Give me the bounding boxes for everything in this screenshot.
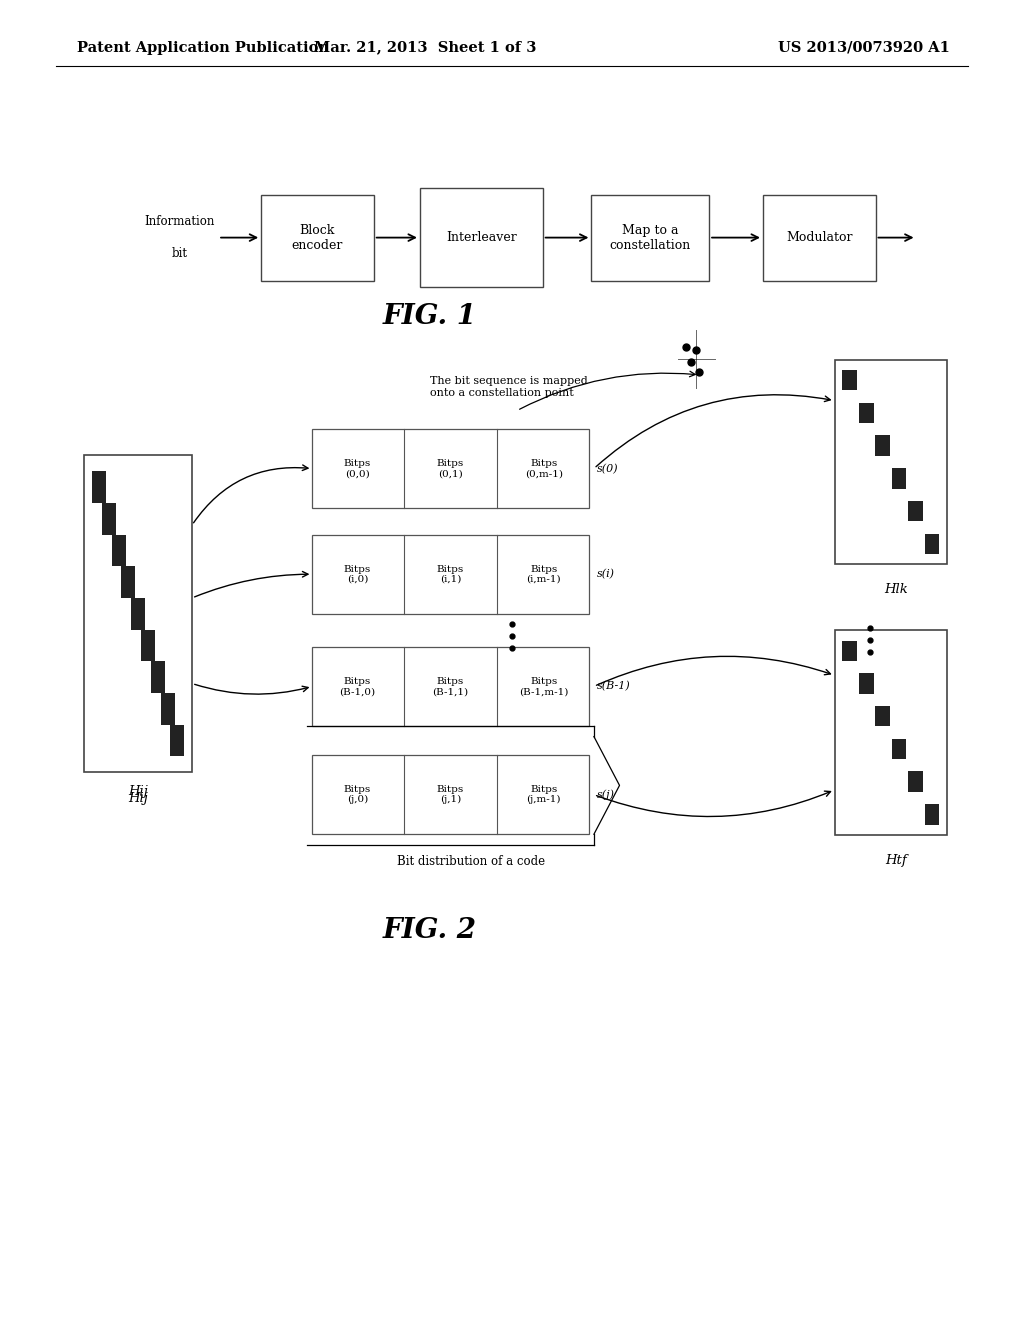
- Text: US 2013/0073920 A1: US 2013/0073920 A1: [778, 41, 950, 54]
- FancyBboxPatch shape: [420, 189, 543, 288]
- FancyBboxPatch shape: [908, 500, 923, 521]
- Text: s(B-1): s(B-1): [597, 681, 631, 692]
- Text: Bitps
(j,1): Bitps (j,1): [437, 785, 464, 804]
- Text: Bitps
(B-1,1): Bitps (B-1,1): [432, 677, 469, 696]
- Text: Hij: Hij: [128, 792, 148, 805]
- FancyBboxPatch shape: [876, 706, 890, 726]
- Text: Bitps
(B-1,0): Bitps (B-1,0): [339, 677, 376, 696]
- Text: Hij: Hij: [128, 785, 148, 799]
- Text: Information: Information: [144, 215, 214, 228]
- FancyBboxPatch shape: [312, 647, 589, 726]
- FancyBboxPatch shape: [908, 771, 923, 792]
- Text: Block
encoder: Block encoder: [292, 223, 343, 252]
- Text: Patent Application Publication: Patent Application Publication: [77, 41, 329, 54]
- Text: FIG. 2: FIG. 2: [383, 917, 477, 944]
- FancyBboxPatch shape: [312, 755, 589, 834]
- Text: Bitps
(0,1): Bitps (0,1): [437, 459, 464, 478]
- Text: Map to a
constellation: Map to a constellation: [609, 223, 691, 252]
- Text: s(j): s(j): [597, 789, 615, 800]
- Text: Bitps
(B-1,m-1): Bitps (B-1,m-1): [519, 677, 568, 696]
- Text: Bitps
(0,m-1): Bitps (0,m-1): [524, 459, 563, 478]
- FancyBboxPatch shape: [85, 455, 193, 772]
- FancyBboxPatch shape: [876, 436, 890, 455]
- Text: The bit sequence is mapped
onto a constellation point: The bit sequence is mapped onto a conste…: [430, 376, 588, 397]
- Text: Bitps
(i,0): Bitps (i,0): [344, 565, 371, 583]
- FancyBboxPatch shape: [151, 661, 165, 693]
- Text: Htf: Htf: [885, 854, 907, 867]
- FancyBboxPatch shape: [892, 739, 906, 759]
- FancyBboxPatch shape: [312, 429, 589, 508]
- FancyBboxPatch shape: [161, 693, 175, 725]
- Text: Modulator: Modulator: [786, 231, 852, 244]
- FancyBboxPatch shape: [763, 195, 876, 281]
- FancyBboxPatch shape: [843, 640, 857, 661]
- FancyBboxPatch shape: [925, 533, 939, 554]
- Text: s(i): s(i): [597, 569, 615, 579]
- FancyBboxPatch shape: [925, 804, 939, 825]
- FancyBboxPatch shape: [592, 195, 709, 281]
- FancyBboxPatch shape: [101, 503, 116, 535]
- FancyBboxPatch shape: [261, 195, 374, 281]
- FancyBboxPatch shape: [859, 673, 873, 694]
- FancyBboxPatch shape: [112, 535, 126, 566]
- Text: Bitps
(j,m-1): Bitps (j,m-1): [526, 785, 561, 804]
- Text: Interleaver: Interleaver: [445, 231, 517, 244]
- FancyBboxPatch shape: [835, 359, 947, 565]
- Text: Bitps
(j,0): Bitps (j,0): [344, 785, 371, 804]
- Text: Hlk: Hlk: [884, 583, 908, 597]
- FancyBboxPatch shape: [843, 370, 857, 391]
- FancyBboxPatch shape: [170, 725, 184, 756]
- FancyBboxPatch shape: [312, 535, 589, 614]
- FancyBboxPatch shape: [835, 631, 947, 836]
- Text: Bit distribution of a code: Bit distribution of a code: [397, 855, 545, 869]
- Text: Mar. 21, 2013  Sheet 1 of 3: Mar. 21, 2013 Sheet 1 of 3: [313, 41, 537, 54]
- FancyBboxPatch shape: [859, 403, 873, 424]
- Text: Bitps
(0,0): Bitps (0,0): [344, 459, 371, 478]
- FancyBboxPatch shape: [131, 598, 145, 630]
- Text: Bitps
(i,m-1): Bitps (i,m-1): [526, 565, 561, 583]
- FancyBboxPatch shape: [122, 566, 135, 598]
- Text: FIG. 1: FIG. 1: [383, 304, 477, 330]
- Text: bit: bit: [171, 247, 187, 260]
- FancyBboxPatch shape: [92, 471, 106, 503]
- FancyBboxPatch shape: [141, 630, 155, 661]
- Text: Bitps
(i,1): Bitps (i,1): [437, 565, 464, 583]
- FancyBboxPatch shape: [892, 469, 906, 488]
- Text: s(0): s(0): [597, 463, 618, 474]
